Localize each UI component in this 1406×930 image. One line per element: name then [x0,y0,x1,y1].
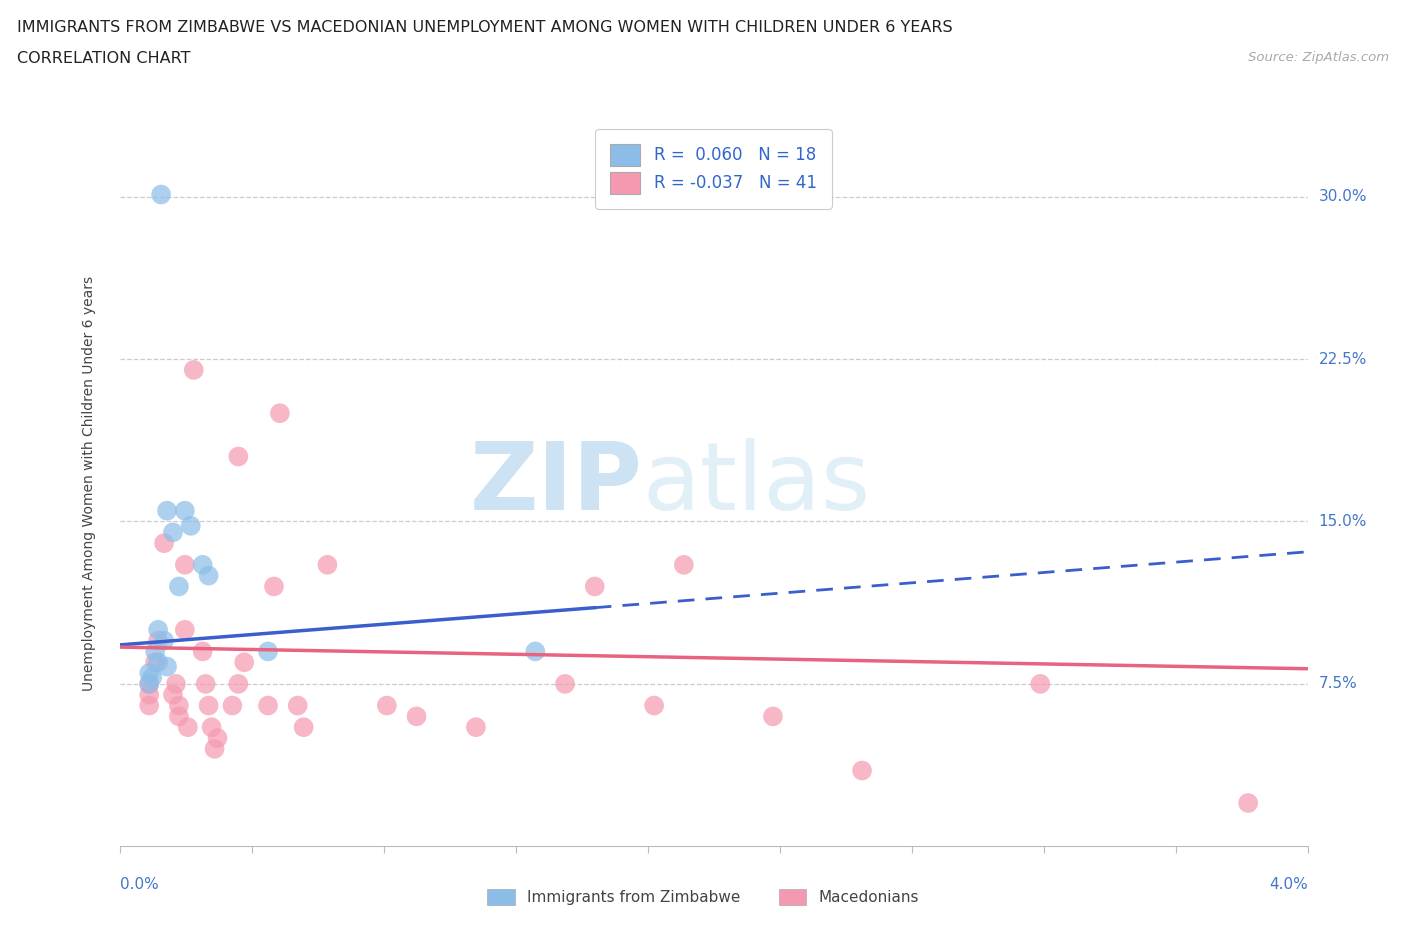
Text: atlas: atlas [643,438,870,529]
Legend: Immigrants from Zimbabwe, Macedonians: Immigrants from Zimbabwe, Macedonians [479,882,927,913]
Text: Source: ZipAtlas.com: Source: ZipAtlas.com [1249,51,1389,64]
Text: 15.0%: 15.0% [1319,514,1367,529]
Text: 4.0%: 4.0% [1268,877,1308,892]
Point [194,676,217,691]
Point [146,633,169,648]
Text: IMMIGRANTS FROM ZIMBABWE VS MACEDONIAN UNEMPLOYMENT AMONG WOMEN WITH CHILDREN UN: IMMIGRANTS FROM ZIMBABWE VS MACEDONIAN U… [17,20,952,35]
Text: 22.5%: 22.5% [1319,352,1367,366]
Point [138,676,160,691]
Point [177,720,200,735]
Point [405,709,427,724]
Point [228,676,250,691]
Text: CORRELATION CHART: CORRELATION CHART [17,51,190,66]
Text: 7.5%: 7.5% [1319,676,1357,691]
Point [146,622,169,637]
Point [1237,795,1260,810]
Text: ZIP: ZIP [470,438,643,529]
Point [1029,676,1052,691]
Point [524,644,547,658]
Point [138,676,160,691]
Text: 0.0%: 0.0% [120,877,159,892]
Point [375,698,398,713]
Legend: R =  0.060   N = 18, R = -0.037   N = 41: R = 0.060 N = 18, R = -0.037 N = 41 [595,129,832,208]
Point [257,644,280,658]
Point [156,659,179,674]
Point [197,568,219,583]
Point [233,655,256,670]
Point [464,720,488,735]
Point [263,579,285,594]
Point [292,720,315,735]
Point [316,557,339,572]
Point [197,698,219,713]
Point [228,449,250,464]
Point [173,622,195,637]
Point [257,698,280,713]
Point [143,655,166,670]
Point [143,644,166,658]
Point [643,698,665,713]
Point [204,741,226,756]
Point [183,363,205,378]
Point [167,698,190,713]
Point [200,720,222,735]
Point [138,687,160,702]
Point [207,731,229,746]
Point [153,633,176,648]
Y-axis label: Unemployment Among Women with Children Under 6 years: Unemployment Among Women with Children U… [82,276,96,691]
Point [167,579,190,594]
Point [165,676,187,691]
Point [191,557,214,572]
Point [138,698,160,713]
Point [173,503,195,518]
Point [672,557,695,572]
Point [269,405,291,420]
Point [156,503,179,518]
Point [554,676,576,691]
Point [180,518,202,533]
Point [162,525,184,539]
Point [138,666,160,681]
Point [221,698,243,713]
Point [583,579,606,594]
Point [762,709,785,724]
Point [287,698,309,713]
Point [173,557,195,572]
Point [851,764,873,778]
Point [141,670,163,684]
Text: 30.0%: 30.0% [1319,189,1367,205]
Point [153,536,176,551]
Point [146,655,169,670]
Point [162,687,184,702]
Point [150,187,173,202]
Point [191,644,214,658]
Point [167,709,190,724]
